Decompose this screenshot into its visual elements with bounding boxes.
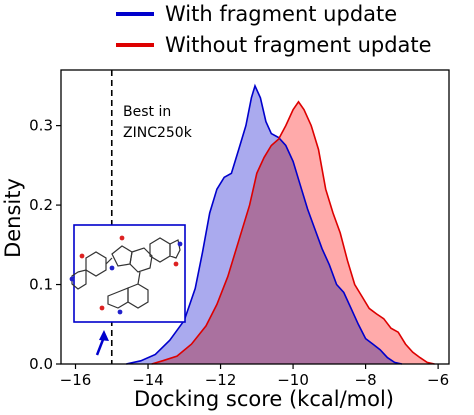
y-tick-label: 0.2	[29, 196, 53, 214]
legend-label-without-fragment-update: Without fragment update	[165, 33, 432, 57]
x-tick-label: −16	[60, 371, 92, 389]
best-in-annotation: Best in	[123, 104, 171, 120]
x-axis-ticks: −16 −14 −12 −10 −8 −6	[60, 364, 449, 389]
molecule-inset	[69, 224, 186, 356]
x-tick-label: −6	[427, 371, 449, 389]
density-series	[126, 83, 435, 365]
oxygen-atom	[119, 235, 125, 241]
y-tick-label: 0.1	[29, 276, 53, 294]
nitrogen-atom	[109, 265, 115, 271]
legend: With fragment update Without fragment up…	[116, 2, 432, 57]
density-line-without-fragment-update	[151, 100, 435, 365]
y-axis-title: Density	[1, 178, 25, 258]
y-tick-label: 0.0	[29, 355, 53, 373]
oxygen-atom	[79, 253, 85, 259]
legend-label-with-fragment-update: With fragment update	[165, 2, 397, 26]
x-tick-label: −10	[277, 371, 309, 389]
oxygen-atom	[99, 305, 105, 311]
molecule-structure-image	[71, 237, 181, 309]
density-line-with-fragment-update	[126, 83, 403, 365]
x-tick-label: −12	[205, 371, 237, 389]
nitrogen-atom	[117, 309, 123, 315]
density-area-without-fragment-update	[151, 101, 435, 365]
nitrogen-atom	[177, 241, 183, 247]
heteroatom-marks	[69, 235, 183, 315]
x-axis-title: Docking score (kcal/mol)	[134, 387, 394, 411]
y-axis-ticks: 0.0 0.1 0.2 0.3	[29, 117, 61, 373]
plot-frame	[60, 69, 450, 365]
zinc250k-annotation: ZINC250k	[123, 125, 193, 141]
nitrogen-atom	[69, 276, 75, 282]
x-tick-label: −8	[355, 371, 377, 389]
y-tick-label: 0.3	[29, 117, 53, 135]
inset-arrow-head	[99, 330, 109, 341]
molecule-inset-border	[73, 224, 186, 323]
x-tick-label: −14	[132, 371, 164, 389]
oxygen-atom	[173, 261, 179, 267]
